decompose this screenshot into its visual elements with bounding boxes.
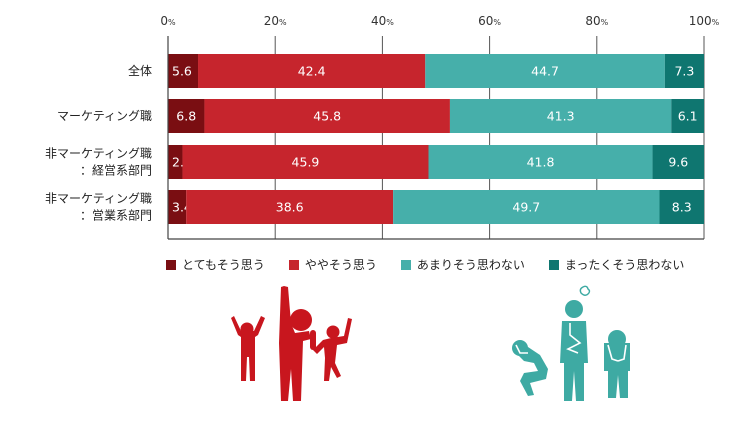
category-label: 非マーケティング職	[45, 147, 152, 161]
bar-segment	[671, 99, 704, 133]
legend-label: とてもそう思う	[182, 258, 265, 272]
legend-item: あまりそう思わない	[400, 256, 525, 273]
data-label: 5.6	[172, 64, 192, 79]
legend-item: ややそう思う	[288, 256, 377, 273]
tick-unit: %	[386, 18, 394, 27]
data-label: 6.8	[176, 109, 196, 124]
bar-segment	[168, 99, 205, 133]
bar-segment	[425, 54, 665, 88]
legend-swatch	[400, 259, 411, 270]
tick-number: 60	[478, 14, 493, 28]
bar-segment	[204, 99, 450, 133]
x-tick-label: 0%	[160, 14, 176, 28]
bar-segment	[449, 99, 672, 133]
data-label: 49.7	[512, 200, 540, 215]
data-label: 6.1	[678, 109, 698, 124]
category-label: マーケティング職	[57, 109, 152, 123]
bar-segment	[182, 145, 429, 179]
tick-number: 100	[689, 14, 712, 28]
category-label: 非マーケティング職	[45, 192, 152, 206]
bar-segment	[664, 54, 704, 88]
data-label: 42.4	[298, 64, 326, 79]
tick-unit: %	[712, 18, 720, 27]
axes	[167, 36, 704, 240]
category-label: 全体	[128, 63, 152, 78]
legend-label: ややそう思う	[304, 258, 377, 272]
tick-unit: %	[493, 18, 501, 27]
bars: 5.6 42.4 44.7 7.36.8 45.8 41.3 6.12.7 45.9 41.8 9…	[168, 54, 704, 224]
legend-item: とてもそう思う	[166, 256, 265, 273]
data-label: 45.8	[313, 109, 341, 124]
x-tick-label: 20%	[264, 14, 287, 28]
bar-segment	[168, 190, 187, 224]
tick-unit: %	[279, 18, 287, 27]
data-label: 8.3	[672, 200, 692, 215]
bar-segment	[168, 54, 199, 88]
data-label: 7.3	[674, 64, 694, 79]
bar-segment	[393, 190, 660, 224]
tick-number: 0	[160, 14, 168, 28]
cheering-people-icon	[231, 286, 352, 401]
data-label: 9.6	[668, 155, 688, 170]
data-label: 38.6	[276, 200, 304, 215]
bar-segment	[652, 145, 704, 179]
data-label: 44.7	[531, 64, 559, 79]
legend-swatch	[548, 259, 559, 270]
worried-people-icon	[512, 285, 630, 401]
tick-number: 80	[585, 14, 600, 28]
data-label: 45.9	[292, 155, 320, 170]
legend: とてもそう思う ややそう思う あまりそう思わない まったくそう思わない	[166, 256, 708, 273]
legend-item: まったくそう思わない	[548, 256, 685, 273]
bar-segment	[428, 145, 653, 179]
category-label: ：経営系部門	[80, 163, 152, 178]
x-tick-label: 80%	[585, 14, 608, 28]
legend-swatch	[166, 259, 176, 270]
tick-unit: %	[601, 18, 609, 27]
data-label: 41.8	[527, 155, 555, 170]
data-label: 41.3	[547, 109, 575, 124]
x-tick-label: 40%	[371, 14, 394, 28]
stacked-bar-chart: 0% 20% 40% 60% 80% 100% 全体マーケティング職非マーケティング職：経…	[45, 14, 720, 240]
bar-segment	[186, 190, 394, 224]
bar-segment	[168, 145, 183, 179]
bar-segment	[659, 190, 704, 224]
tick-number: 40	[371, 14, 386, 28]
x-tick-label: 100%	[689, 14, 720, 28]
tick-unit: %	[168, 18, 176, 27]
legend-swatch	[288, 259, 299, 270]
x-tick-label: 60%	[478, 14, 501, 28]
category-label: ：営業系部門	[80, 208, 152, 223]
x-axis-ticks: 0% 20% 40% 60% 80% 100%	[160, 14, 719, 28]
tick-number: 20	[264, 14, 279, 28]
bar-segment	[198, 54, 426, 88]
legend-label: まったくそう思わない	[564, 258, 685, 272]
legend-label: あまりそう思わない	[416, 258, 525, 272]
